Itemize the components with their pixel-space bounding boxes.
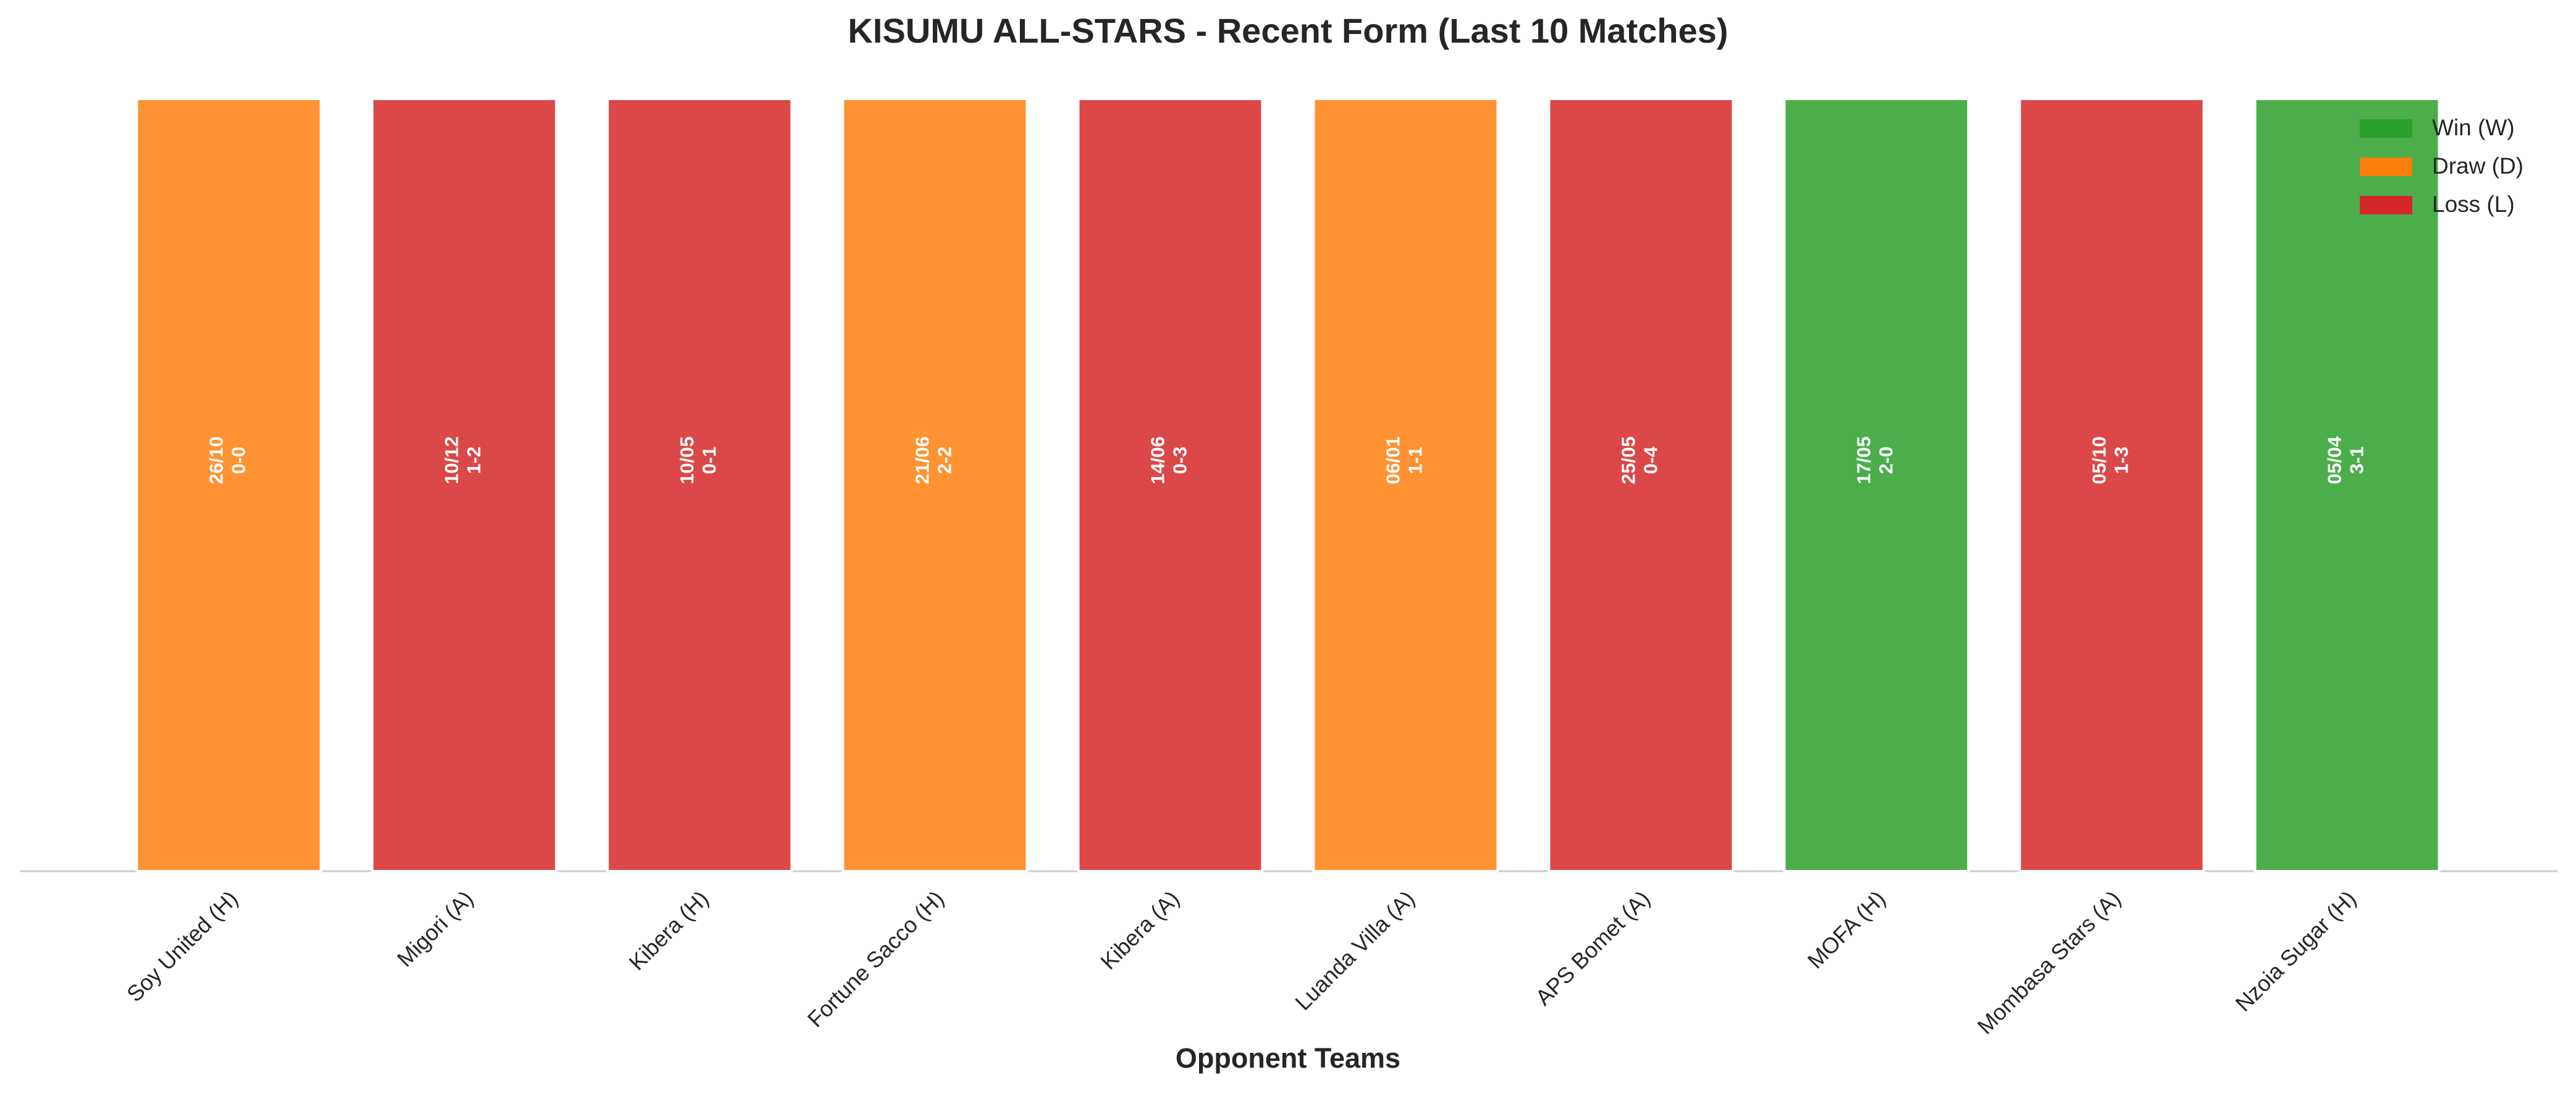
bar-date-label: 05/04 [2324,436,2346,484]
bar-date-label: 21/06 [912,436,933,484]
bar-date-label: 10/05 [676,436,698,484]
legend-swatch [2360,119,2412,138]
bar [371,98,558,872]
bar [606,98,793,872]
bar-score-label: 0-0 [228,447,250,475]
bar-date-label: 26/10 [206,436,227,484]
bar-date-label: 10/12 [441,436,463,484]
bar-date-label: 25/05 [1618,436,1639,484]
bar-score-label: 3-1 [2346,447,2368,475]
legend-label: Win (W) [2432,115,2515,140]
bar-score-label: 1-1 [1405,447,1426,475]
bar-score-label: 1-3 [2111,447,2132,475]
bar [2254,98,2441,872]
bar [2018,98,2205,872]
chart-title: KISUMU ALL-STARS - Recent Form (Last 10 … [848,11,1728,50]
bar [1547,98,1735,872]
bar-date-label: 05/10 [2089,436,2110,484]
bar-date-label: 17/05 [1853,436,1875,484]
legend-label: Draw (D) [2432,153,2523,179]
legend-swatch [2360,196,2412,214]
bar [1312,98,1499,872]
bar-score-label: 0-1 [699,447,720,475]
legend-swatch [2360,158,2412,176]
bar [841,98,1029,872]
x-axis-title: Opponent Teams [1176,1042,1400,1074]
bar-score-label: 2-2 [934,447,956,475]
bar [1077,98,1264,872]
bar-date-label: 06/01 [1383,436,1404,484]
bar [1783,98,1970,872]
bar-score-label: 0-3 [1169,447,1191,475]
bar-score-label: 1-2 [463,447,485,475]
bar-score-label: 2-0 [1875,447,1897,475]
bar-date-label: 14/06 [1147,436,1169,484]
legend-label: Loss (L) [2432,192,2515,217]
bar [135,98,322,872]
bar-score-label: 0-4 [1640,446,1662,475]
